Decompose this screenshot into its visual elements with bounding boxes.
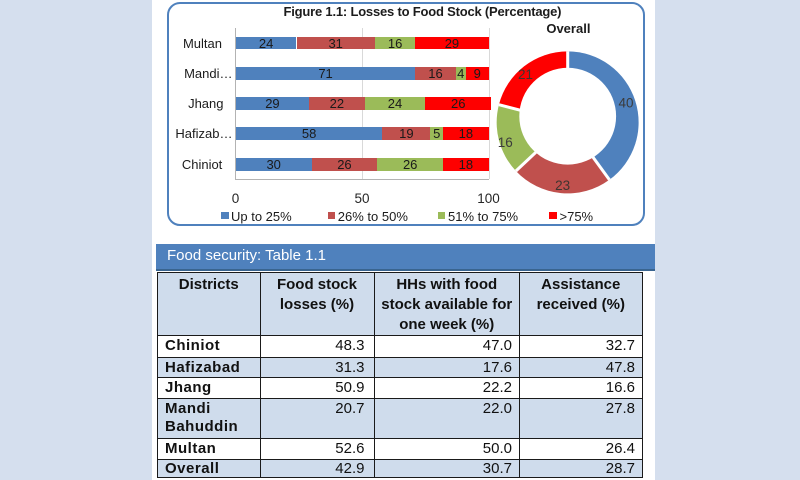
svg-text:21: 21	[518, 67, 533, 82]
svg-text:40: 40	[618, 96, 633, 111]
svg-text:23: 23	[555, 178, 570, 193]
svg-text:16: 16	[498, 135, 513, 150]
